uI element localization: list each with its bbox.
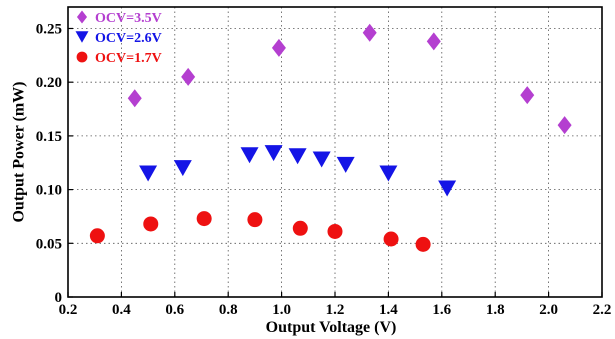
y-tick-label: 0.25 xyxy=(36,21,62,37)
data-point-series-3 xyxy=(247,212,263,228)
legend-marker-2 xyxy=(75,31,89,43)
data-point-series-2 xyxy=(264,145,283,162)
x-tick-label: 0.8 xyxy=(219,302,238,318)
x-tick-label: 2.0 xyxy=(539,302,558,318)
data-point-series-1 xyxy=(362,23,377,42)
legend-marker-3 xyxy=(76,51,88,63)
data-point-series-2 xyxy=(379,165,398,182)
axis-ticks: 0.2 0.4 0.6 0.8 1.0 1.2 1.4 1.6 1.8 2.0 2.2 0 0.05 0.… xyxy=(36,21,612,318)
data-point-series-1 xyxy=(127,89,142,108)
data-point-series-3 xyxy=(89,228,105,244)
x-tick-label: 1.6 xyxy=(432,302,451,318)
data-point-series-3 xyxy=(292,220,308,236)
y-axis-title: Output Power (mW) xyxy=(11,81,28,222)
data-points xyxy=(89,23,572,252)
legend-label-3: OCV=1.7V xyxy=(95,51,162,66)
data-point-series-3 xyxy=(383,231,399,247)
data-point-series-3 xyxy=(415,236,431,252)
data-point-series-2 xyxy=(438,180,457,197)
y-tick-label: 0 xyxy=(55,290,63,306)
data-point-series-2 xyxy=(288,148,307,165)
data-point-series-1 xyxy=(520,86,535,105)
x-tick-label: 1.2 xyxy=(326,302,345,318)
data-point-series-2 xyxy=(139,165,158,182)
legend-marker-1 xyxy=(76,10,88,24)
data-point-series-1 xyxy=(557,116,572,135)
x-tick-label: 0.4 xyxy=(112,302,131,318)
data-point-series-1 xyxy=(426,32,441,51)
x-tick-label: 2.2 xyxy=(593,302,612,318)
data-point-series-3 xyxy=(327,223,343,239)
x-tick-label: 0.2 xyxy=(59,302,78,318)
data-point-series-2 xyxy=(173,160,192,177)
legend: OCV=3.5V OCV=2.6V OCV=1.7V xyxy=(75,10,162,66)
data-point-series-2 xyxy=(336,156,355,173)
data-point-series-1 xyxy=(181,67,196,86)
legend-label-1: OCV=3.5V xyxy=(95,11,162,26)
x-tick-label: 1.4 xyxy=(379,302,398,318)
x-axis-title: Output Voltage (V) xyxy=(266,319,397,336)
data-point-series-2 xyxy=(240,147,259,164)
data-point-series-3 xyxy=(143,216,159,232)
y-tick-label: 0.20 xyxy=(36,75,62,91)
grid-lines xyxy=(68,7,602,297)
data-point-series-2 xyxy=(312,151,331,168)
x-tick-label: 1.0 xyxy=(272,302,291,318)
data-point-series-1 xyxy=(271,38,286,57)
y-tick-label: 0.10 xyxy=(36,183,62,199)
x-tick-label: 0.6 xyxy=(165,302,184,318)
legend-label-2: OCV=2.6V xyxy=(95,31,162,46)
y-tick-label: 0.05 xyxy=(36,236,62,252)
x-tick-label: 1.8 xyxy=(486,302,505,318)
data-point-series-3 xyxy=(196,211,212,227)
y-tick-label: 0.15 xyxy=(36,129,62,145)
